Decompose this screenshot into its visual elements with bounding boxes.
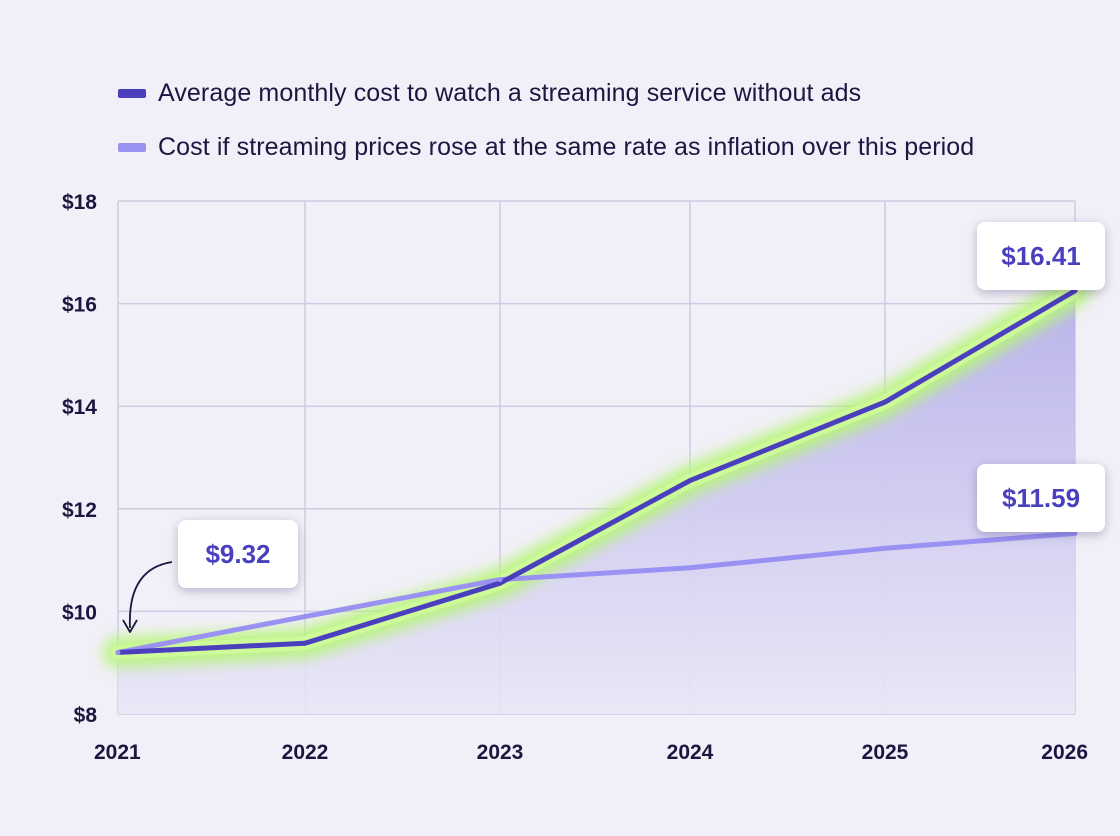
callout-inflation-end-value: $11.59	[977, 464, 1105, 532]
point-inflation-cost-2024	[687, 565, 693, 571]
x-tick-label: 2026	[1041, 741, 1088, 764]
legend-label-inflation-cost: Cost if streaming prices rose at the sam…	[158, 132, 975, 161]
area-fill-streaming-cost	[118, 290, 1075, 714]
legend-label-streaming-cost: Average monthly cost to watch a streamin…	[158, 78, 862, 107]
y-tick-label: $18	[62, 191, 97, 214]
y-tick-label: $14	[62, 396, 97, 419]
point-inflation-cost-2022	[302, 614, 308, 620]
x-tick-label: 2022	[282, 741, 329, 764]
y-tick-label: $8	[74, 704, 98, 727]
chart-legend: Average monthly cost to watch a streamin…	[118, 66, 974, 174]
line-inflation-cost	[117, 530, 1076, 655]
point-streaming-cost-2025	[882, 399, 888, 405]
legend-swatch-inflation-cost	[118, 142, 146, 152]
point-inflation-cost-2025	[882, 545, 888, 551]
x-tick-label: 2021	[94, 741, 141, 764]
x-tick-label: 2023	[477, 741, 524, 764]
x-tick-label: 2024	[667, 741, 714, 764]
point-inflation-cost-2026	[1072, 530, 1078, 536]
y-tick-label: $16	[62, 294, 97, 317]
legend-item-streaming-cost: Average monthly cost to watch a streamin…	[118, 66, 974, 120]
arrowhead	[122, 619, 138, 633]
point-streaming-cost-2023	[497, 580, 503, 586]
callout-streaming-end-value: $16.41	[977, 222, 1105, 290]
point-inflation-cost-2021	[115, 649, 121, 655]
x-tick-label: 2025	[862, 741, 909, 764]
point-streaming-cost-2024	[687, 478, 693, 484]
y-tick-label: $12	[62, 499, 97, 522]
y-tick-label: $10	[62, 601, 97, 624]
arrow-to-start-value	[129, 561, 173, 629]
legend-swatch-streaming-cost	[118, 88, 146, 98]
line-streaming-cost	[117, 288, 1077, 655]
point-streaming-cost-2022	[302, 640, 308, 646]
point-inflation-cost-2023	[497, 577, 503, 583]
callout-start-value: $9.32	[178, 520, 298, 588]
legend-item-inflation-cost: Cost if streaming prices rose at the sam…	[118, 120, 974, 174]
